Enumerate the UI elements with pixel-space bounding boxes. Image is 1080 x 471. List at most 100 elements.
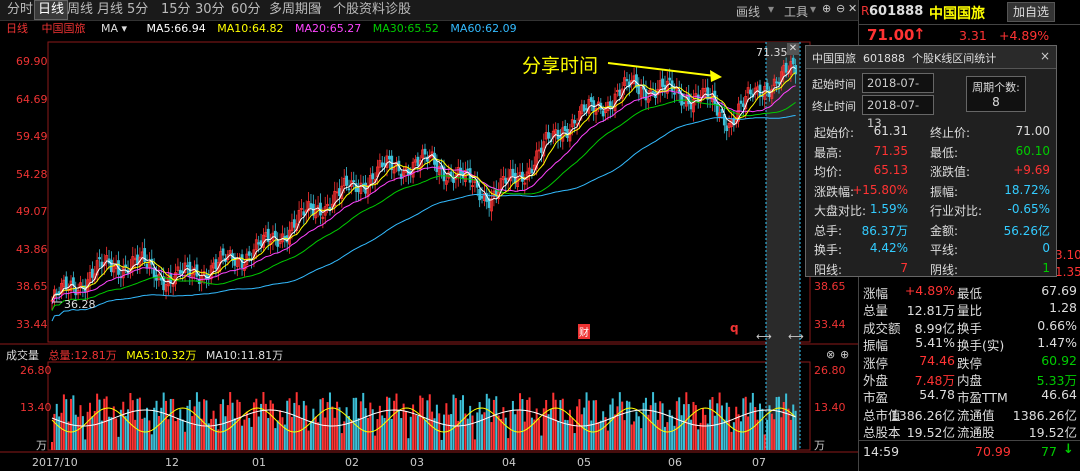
tools-button[interactable]: 工具 <box>784 5 809 19</box>
volume-bar <box>597 422 600 450</box>
volume-bar <box>780 417 783 450</box>
volume-bar <box>675 401 678 450</box>
quote-value: 19.52亿 <box>1028 425 1077 441</box>
volume-bar <box>782 402 785 450</box>
volume-bar <box>678 397 681 450</box>
tab-10[interactable]: 诊股 <box>385 2 412 17</box>
annotation-arrowhead <box>710 70 722 82</box>
volume-bar <box>364 408 367 450</box>
volume-bar <box>792 404 795 450</box>
volume-bar <box>233 418 236 450</box>
candle-body <box>770 88 774 99</box>
finance-marker[interactable]: 财 <box>578 324 590 339</box>
indicator-select[interactable]: MA <box>101 22 119 35</box>
volume-bar <box>447 414 450 450</box>
price-tick-right: 38.65 <box>814 280 846 293</box>
volume-bar <box>155 400 158 450</box>
vol-unit-left: 万 <box>36 439 47 452</box>
candle-body <box>540 147 543 153</box>
multi-period-dropdown-icon[interactable]: ▾ <box>315 2 322 17</box>
price-tick-right: 33.44 <box>814 318 846 331</box>
volume-bar <box>716 403 719 450</box>
candle-body <box>216 262 220 272</box>
volume-bar <box>305 405 308 450</box>
volume-bar <box>269 400 272 450</box>
volume-bar <box>495 396 498 450</box>
volume-bar <box>77 416 80 450</box>
ma5-line <box>51 66 796 301</box>
candle-body <box>399 173 403 179</box>
tab-1[interactable]: 日线 <box>34 0 69 20</box>
draw-line-button[interactable]: 画线 <box>736 5 761 19</box>
indicator-dropdown-icon[interactable]: ▾ <box>121 22 128 35</box>
volume-bar <box>557 420 560 450</box>
dialog-close-icon[interactable]: × <box>1040 49 1051 63</box>
quote-value: 7.48万 <box>914 373 955 388</box>
volume-bar <box>309 421 312 450</box>
add-watchlist-button[interactable]: 加自选 <box>1007 2 1055 22</box>
end-time-input[interactable]: 2018-07-13 <box>862 95 934 130</box>
volume-bar <box>293 402 296 450</box>
volume-bar <box>74 414 77 450</box>
volume-bar <box>440 439 443 450</box>
volume-bar <box>744 396 747 450</box>
tab-5[interactable]: 15分 <box>161 2 191 17</box>
volume-bar <box>91 416 94 450</box>
volume-bar <box>169 398 172 450</box>
volume-bar <box>286 400 289 450</box>
tab-4[interactable]: 5分 <box>127 2 149 17</box>
volume-settings-icon[interactable]: ⊕ <box>840 348 850 361</box>
range-left-handle-icon[interactable]: ⟷ <box>756 330 772 343</box>
close-chart-icon[interactable]: ✕ <box>848 2 858 15</box>
quote-value: 12.81万 <box>906 303 955 319</box>
volume-bar <box>535 408 538 450</box>
tick-price: 70.99 <box>975 444 1011 459</box>
range-right-handle-icon[interactable]: ⟷ <box>788 330 804 343</box>
volume-bar <box>312 408 315 450</box>
close-range-icon[interactable]: ✕ <box>787 43 799 55</box>
volume-bar <box>502 407 505 450</box>
close-volume-icon[interactable]: ⊗ <box>826 348 836 361</box>
volume-bar <box>454 398 457 450</box>
volume-bar <box>236 399 239 450</box>
volume-bar <box>789 419 792 450</box>
candle-body <box>466 168 470 171</box>
tools-dropdown-icon[interactable]: ▾ <box>810 2 817 16</box>
zoom-in-icon[interactable]: ⊕ <box>822 2 832 15</box>
candle-body <box>359 182 363 194</box>
draw-line-dropdown-icon[interactable]: ▾ <box>768 2 775 16</box>
x-axis-label: 07 <box>752 456 766 469</box>
quote-label: 流通值 <box>957 407 995 423</box>
hidden-value-2: 1.35 <box>1055 265 1080 279</box>
candle-body <box>585 108 588 111</box>
zoom-out-icon[interactable]: ⊖ <box>836 2 846 15</box>
tab-6[interactable]: 30分 <box>195 2 225 17</box>
q-marker[interactable]: q <box>730 321 739 335</box>
kline-chart[interactable] <box>0 0 858 471</box>
tab-3[interactable]: 月线 <box>97 2 124 17</box>
volume-bar <box>195 392 198 450</box>
volume-bar <box>754 406 757 450</box>
tab-8[interactable]: 多周期图 <box>269 2 322 17</box>
price-tick-left: 59.49 <box>16 130 48 143</box>
candle-body <box>247 251 251 256</box>
candle-body <box>568 129 572 142</box>
range-stats-dialog: 中国国旅 601888 个股K线区间统计 × 起始时间 2018-07-04 终… <box>805 45 1057 277</box>
candle-body <box>689 102 693 110</box>
volume-bar <box>179 409 182 450</box>
vol-tick-mid-right: 13.40 <box>814 401 846 414</box>
tab-2[interactable]: 周线 <box>67 2 94 17</box>
volume-bar <box>103 398 106 450</box>
tab-9[interactable]: 个股资料 <box>333 2 386 17</box>
volume-bar <box>314 416 317 450</box>
volume-bar <box>150 434 153 450</box>
volume-bar <box>590 420 593 450</box>
ma20-value: MA20:65.27 <box>294 22 362 35</box>
quote-label: 流通股 <box>957 425 995 441</box>
volume-bar <box>143 417 146 450</box>
tab-7[interactable]: 60分 <box>231 2 261 17</box>
candle-body <box>601 110 605 117</box>
volume-bar <box>709 399 712 450</box>
tab-0[interactable]: 分时 <box>7 2 34 17</box>
start-time-input[interactable]: 2018-07-04 <box>862 73 934 108</box>
